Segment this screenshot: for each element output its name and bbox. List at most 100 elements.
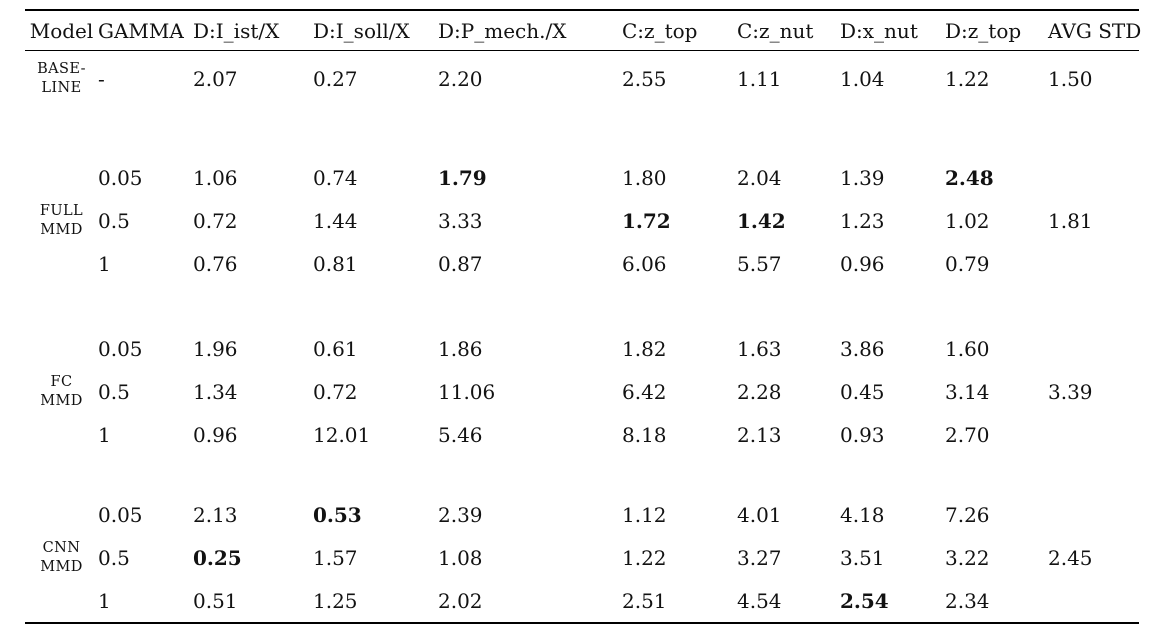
metric-value: 0.81 [313,252,358,276]
header-row: Model GAMMA D:I_ist/X D:I_soll/X D:P_mec… [25,10,1141,51]
table-row: 1 0.96 12.01 5.46 8.18 2.13 0.93 2.70 [25,414,1139,457]
metric-value: 1.22 [945,66,990,91]
metric-value: 7.26 [945,503,990,527]
spacer-row [25,457,1139,494]
spacer-cell [25,107,1139,157]
column-header-c-z-nut: C:z_nut [737,10,840,51]
model-label-text: FULL MMD [39,203,84,238]
gamma-value: 1 [98,423,111,447]
gamma-value: 0.05 [98,166,143,190]
metric-value: 1.44 [313,209,358,233]
metric-value: 1.79 [438,166,487,190]
metric-value: 3.22 [945,546,990,570]
metric-value: 0.72 [193,209,238,233]
metric-value: 1.63 [737,337,782,361]
metric-value: 12.01 [313,423,371,447]
metric-value: 1.86 [438,337,483,361]
metric-value: 0.51 [193,588,238,613]
metric-value: 1.82 [622,337,667,361]
avg-std-value: 1.50 [1048,66,1093,91]
metric-value: 2.48 [945,166,994,190]
metric-value: 3.86 [840,337,885,361]
metric-value: 2.55 [622,66,667,91]
avg-std-value [1048,494,1139,537]
metric-value: 1.22 [622,546,667,570]
metric-value: 1.57 [313,546,358,570]
column-header-gamma: GAMMA [98,10,193,51]
table-row: FULL MMD 0.05 1.06 0.74 1.79 1.80 2.04 1.39 2.48 [25,157,1139,238]
metric-value: 1.08 [438,546,483,570]
metric-value: 3.33 [438,209,483,233]
metric-value: 0.27 [313,66,358,91]
avg-std-value: 3.39 [1048,380,1093,404]
avg-std-value [1048,328,1139,371]
table-row: 1 0.51 1.25 2.02 2.51 4.54 2.54 2.34 [25,580,1139,623]
metric-value: 2.13 [737,423,782,447]
model-label: CNN MMD [25,494,98,623]
metric-value: 1.06 [193,166,238,190]
table-header: Model GAMMA D:I_ist/X D:I_soll/X D:P_mec… [25,10,1141,51]
model-label: BASE- LINE [25,51,98,107]
metric-value: 1.11 [737,66,782,91]
column-header-d-i-ist-x: D:I_ist/X [193,10,313,51]
metric-value: 3.14 [945,380,990,404]
gamma-value: 1 [98,252,111,276]
metric-value: 1.72 [622,209,671,233]
column-header-d-z-top: D:z_top [945,10,1048,51]
gamma-value: 0.5 [98,380,130,404]
results-table: Model GAMMA D:I_ist/X D:I_soll/X D:P_mec… [25,9,1141,624]
metric-value: 4.18 [840,503,885,527]
metric-value: 1.42 [737,209,786,233]
metric-value: 2.20 [438,66,483,91]
metric-value: 4.54 [737,588,782,613]
metric-value: 0.79 [945,252,990,276]
table-row: 1 0.76 0.81 0.87 6.06 5.57 0.96 0.79 [25,243,1139,286]
model-label-text: CNN MMD [40,539,83,575]
column-header-d-x-nut: D:x_nut [840,10,945,51]
metric-value: 0.76 [193,252,238,276]
metric-value: 2.02 [438,588,483,613]
avg-std-value [1048,580,1139,623]
gamma-value: 1 [98,588,111,613]
metric-value: 3.27 [737,546,782,570]
table-row: 0.5 1.34 0.72 11.06 6.42 2.28 0.45 3.14 3.39 [25,371,1139,414]
metric-value: 5.46 [438,423,483,447]
metric-value: 0.25 [193,546,242,570]
metric-value: 2.13 [193,503,238,527]
metric-value: 0.74 [313,166,358,190]
column-header-d-i-soll-x: D:I_soll/X [313,10,438,51]
metric-value: 0.53 [313,503,362,527]
avg-std-value [1048,414,1139,457]
metric-value: 6.42 [622,380,667,404]
table-row: BASE- LINE - 2.07 0.27 2.20 2.55 1.11 1.04 1.22 1… [25,51,1139,107]
metric-value: 2.07 [193,66,238,91]
gamma-value: 0.5 [98,546,130,570]
metric-value: 1.25 [313,588,358,613]
metric-value: 1.39 [840,166,885,190]
avg-std-value [1048,243,1139,286]
metric-value: 0.45 [840,380,885,404]
metric-value: 1.60 [945,337,990,361]
avg-std-value [1048,157,1139,200]
metric-value: 0.61 [313,337,358,361]
metric-value: 1.80 [622,166,667,190]
column-header-c-z-top: C:z_top [622,10,737,51]
gamma-value: - [98,66,105,91]
gamma-value: 0.5 [98,209,130,233]
metric-value: 5.57 [737,252,782,276]
metric-value: 2.54 [840,588,889,613]
metric-value: 0.96 [193,423,238,447]
avg-std-value: 1.81 [1048,209,1093,233]
table-row: FC MMD 0.05 1.96 0.61 1.86 1.82 1.63 3.86 1.60 [25,328,1139,409]
gamma-value: 0.05 [98,337,143,361]
metric-value: 0.87 [438,252,483,276]
metric-value: 2.39 [438,503,483,527]
table-row: 0.5 0.72 1.44 3.33 1.72 1.42 1.23 1.02 1.81 [25,200,1139,243]
metric-value: 1.12 [622,503,667,527]
table-body: BASE- LINE - 2.07 0.27 2.20 2.55 1.11 1.04 1.22 1… [25,51,1139,623]
metric-value: 8.18 [622,423,667,447]
spacer-cell [25,286,1139,328]
metric-value: 0.93 [840,423,885,447]
table-row: CNN MMD 0.05 2.13 0.53 2.39 1.12 4.01 4.18 7.26 [25,494,1139,575]
